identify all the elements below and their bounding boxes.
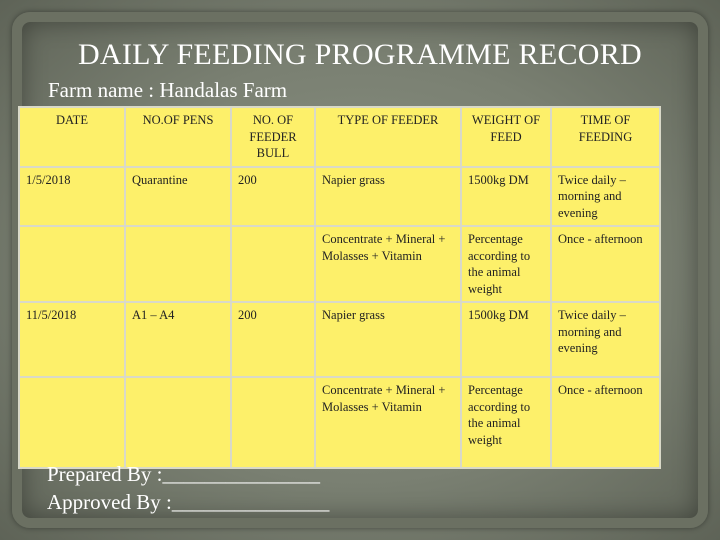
cell-weight: Percentage according to the animal weigh… xyxy=(460,225,552,303)
cell-bulls xyxy=(230,376,316,469)
prepared-by-line: Prepared By :_______________ xyxy=(47,462,320,486)
approved-by-line: Approved By :_______________ xyxy=(47,490,330,514)
table-header-row: DATE NO.OF PENS NO. OF FEEDER BULL TYPE … xyxy=(18,106,661,168)
cell-date: 1/5/2018 xyxy=(18,165,126,227)
cell-pens xyxy=(124,225,232,303)
cell-time: Once - afternoon xyxy=(550,225,661,303)
cell-date xyxy=(18,225,126,303)
cell-bulls: 200 xyxy=(230,301,316,378)
cell-pens: A1 – A4 xyxy=(124,301,232,378)
cell-pens: Quarantine xyxy=(124,165,232,227)
cell-bulls: 200 xyxy=(230,165,316,227)
cell-weight: Percentage according to the animal weigh… xyxy=(460,376,552,469)
cell-weight: 1500kg DM xyxy=(460,165,552,227)
table-row: 1/5/2018 Quarantine 200 Napier grass 150… xyxy=(18,165,661,227)
header-time: TIME OF FEEDING xyxy=(550,106,661,168)
cell-feeder-type: Concentrate + Mineral + Molasses + Vitam… xyxy=(314,225,462,303)
cell-weight: 1500kg DM xyxy=(460,301,552,378)
header-date: DATE xyxy=(18,106,126,168)
cell-time: Twice daily – morning and evening xyxy=(550,165,661,227)
header-bulls: NO. OF FEEDER BULL xyxy=(230,106,316,168)
cell-date: 11/5/2018 xyxy=(18,301,126,378)
feeding-record-table: DATE NO.OF PENS NO. OF FEEDER BULL TYPE … xyxy=(18,106,661,469)
cell-bulls xyxy=(230,225,316,303)
cell-date xyxy=(18,376,126,469)
cell-feeder-type: Concentrate + Mineral + Molasses + Vitam… xyxy=(314,376,462,469)
cell-feeder-type: Napier grass xyxy=(314,165,462,227)
page-title: DAILY FEEDING PROGRAMME RECORD xyxy=(77,38,643,71)
header-pens: NO.OF PENS xyxy=(124,106,232,168)
header-weight: WEIGHT OF FEED xyxy=(460,106,552,168)
table-row: Concentrate + Mineral + Molasses + Vitam… xyxy=(18,225,661,303)
cell-time: Twice daily – morning and evening xyxy=(550,301,661,378)
table-row: 11/5/2018 A1 – A4 200 Napier grass 1500k… xyxy=(18,301,661,378)
slide-frame xyxy=(12,12,708,528)
farm-name-line: Farm name : Handalas Farm xyxy=(48,78,288,102)
cell-feeder-type: Napier grass xyxy=(314,301,462,378)
cell-pens xyxy=(124,376,232,469)
cell-time: Once - afternoon xyxy=(550,376,661,469)
header-feeder-type: TYPE OF FEEDER xyxy=(314,106,462,168)
table-row: Concentrate + Mineral + Molasses + Vitam… xyxy=(18,376,661,469)
